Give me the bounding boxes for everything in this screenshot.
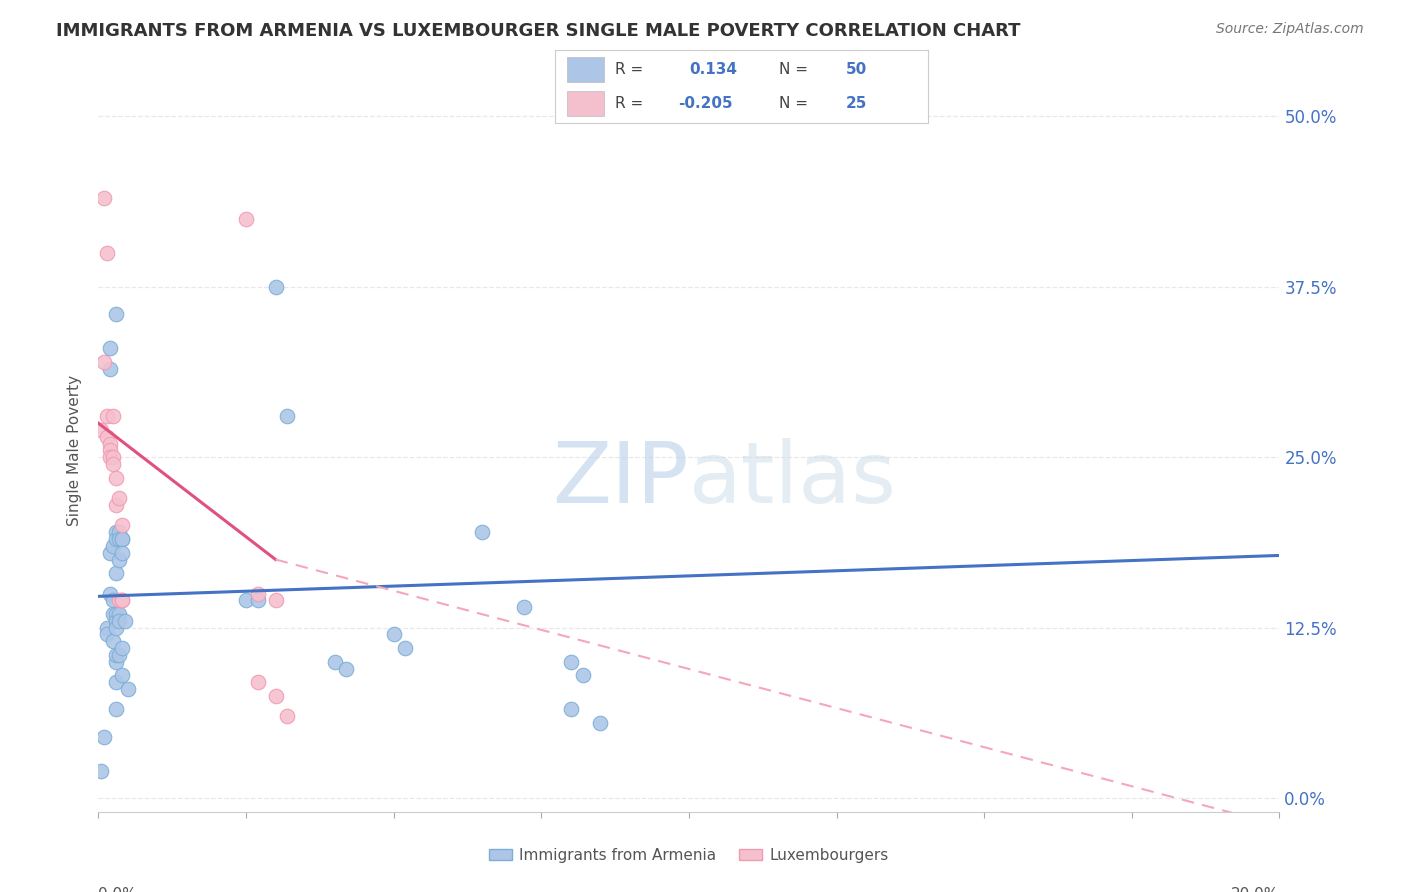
Text: 0.134: 0.134 — [689, 62, 738, 78]
Text: R =: R = — [614, 62, 643, 78]
Point — [98, 341, 121, 355]
Point — [96, 245, 118, 260]
Point — [111, 518, 134, 533]
Point — [246, 593, 269, 607]
Point — [105, 525, 128, 540]
Point — [108, 593, 131, 607]
Point — [105, 307, 128, 321]
Point — [264, 280, 287, 294]
Point — [382, 627, 405, 641]
Point — [98, 586, 121, 600]
Text: 0.0%: 0.0% — [98, 887, 138, 892]
Point — [117, 681, 139, 696]
Point — [560, 702, 582, 716]
Point — [589, 716, 612, 731]
Text: R =: R = — [614, 95, 643, 111]
Point — [98, 361, 121, 376]
Point — [111, 641, 134, 656]
Point — [93, 191, 115, 205]
Point — [103, 450, 125, 465]
Point — [111, 546, 134, 560]
Point — [105, 498, 128, 512]
Text: -0.205: -0.205 — [678, 95, 733, 111]
Text: ZIP: ZIP — [553, 438, 689, 521]
Point — [105, 607, 128, 621]
Point — [96, 430, 118, 444]
Text: N =: N = — [779, 95, 808, 111]
Point — [105, 614, 128, 628]
Text: 20.0%: 20.0% — [1232, 887, 1279, 892]
Point — [108, 532, 131, 546]
Point — [103, 457, 125, 471]
Point — [111, 593, 134, 607]
Point — [103, 593, 125, 607]
Point — [264, 593, 287, 607]
Point — [90, 764, 112, 778]
Point — [98, 436, 121, 450]
Point — [103, 539, 125, 553]
Point — [93, 730, 115, 744]
Point — [246, 675, 269, 690]
Point — [105, 648, 128, 662]
Point — [235, 211, 257, 226]
Point — [105, 702, 128, 716]
Point — [103, 634, 125, 648]
Point — [512, 600, 534, 615]
Point — [108, 648, 131, 662]
Point — [105, 675, 128, 690]
Point — [235, 593, 257, 607]
Text: Source: ZipAtlas.com: Source: ZipAtlas.com — [1216, 22, 1364, 37]
Point — [108, 552, 131, 566]
Point — [98, 443, 121, 458]
Point — [103, 607, 125, 621]
Point — [108, 614, 131, 628]
Point — [264, 689, 287, 703]
Point — [111, 532, 134, 546]
Text: 50: 50 — [846, 62, 868, 78]
Point — [276, 409, 298, 424]
Text: 25: 25 — [846, 95, 868, 111]
Point — [105, 655, 128, 669]
Point — [323, 655, 346, 669]
Point — [111, 668, 134, 682]
Text: IMMIGRANTS FROM ARMENIA VS LUXEMBOURGER SINGLE MALE POVERTY CORRELATION CHART: IMMIGRANTS FROM ARMENIA VS LUXEMBOURGER … — [56, 22, 1021, 40]
Text: N =: N = — [779, 62, 808, 78]
Point — [105, 471, 128, 485]
Point — [98, 546, 121, 560]
FancyBboxPatch shape — [567, 57, 603, 82]
Y-axis label: Single Male Poverty: Single Male Poverty — [67, 375, 83, 526]
Legend: Immigrants from Armenia, Luxembourgers: Immigrants from Armenia, Luxembourgers — [482, 842, 896, 869]
Point — [96, 621, 118, 635]
Point — [276, 709, 298, 723]
Point — [105, 621, 128, 635]
Point — [335, 662, 357, 676]
Point — [105, 566, 128, 581]
FancyBboxPatch shape — [567, 91, 603, 116]
Point — [93, 355, 115, 369]
Point — [111, 593, 134, 607]
Point — [571, 668, 593, 682]
Point — [111, 532, 134, 546]
Point — [96, 409, 118, 424]
Point — [105, 532, 128, 546]
Point — [108, 607, 131, 621]
Point — [560, 655, 582, 669]
Point — [90, 423, 112, 437]
Point — [246, 586, 269, 600]
Point — [394, 641, 416, 656]
Point — [471, 525, 494, 540]
Point — [108, 525, 131, 540]
Point — [103, 409, 125, 424]
Point — [96, 627, 118, 641]
Point — [98, 450, 121, 465]
Point — [108, 491, 131, 505]
Point — [114, 614, 136, 628]
Text: atlas: atlas — [689, 438, 897, 521]
